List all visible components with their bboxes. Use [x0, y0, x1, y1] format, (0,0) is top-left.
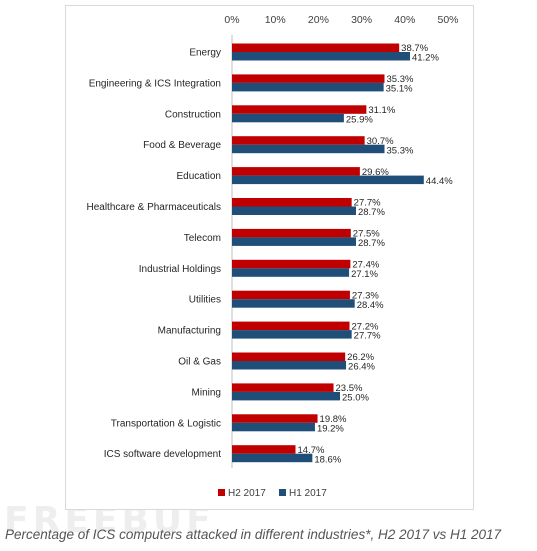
- data-label: 38.7%: [401, 43, 428, 54]
- category-labels: Energy Engineering & ICS Integration Const…: [86, 48, 221, 461]
- data-label: 29.6%: [362, 167, 389, 178]
- bar-h2-2017: [232, 445, 296, 454]
- bar-h2-2017: [232, 105, 367, 114]
- data-label: 27.5%: [353, 229, 380, 240]
- category-label: Transportation & Logistic: [111, 418, 221, 429]
- bar-h1-2017: [232, 144, 385, 154]
- bar-h2-2017: [232, 228, 351, 238]
- data-label: 26.4%: [348, 362, 375, 373]
- category-label: Energy: [189, 48, 221, 59]
- bar-h2-2017: [232, 352, 346, 361]
- x-tick-label: 0%: [224, 14, 239, 26]
- data-label: 27.7%: [354, 331, 381, 342]
- bar-h1-2017: [232, 330, 352, 339]
- data-label: 19.2%: [317, 423, 344, 434]
- bar-h2-2017: [232, 136, 365, 145]
- bar-h2-2017: [232, 74, 385, 83]
- data-label: 27.3%: [352, 290, 379, 301]
- data-label: 35.1%: [386, 84, 413, 95]
- data-label: 25.0%: [342, 393, 369, 404]
- data-label: 27.1%: [351, 269, 378, 280]
- bar-h2-2017: [232, 383, 334, 392]
- bar-h1-2017: [232, 237, 356, 246]
- legend-swatch: [218, 489, 225, 496]
- category-label: Manufacturing: [158, 326, 221, 337]
- category-label: Food & Beverage: [143, 140, 221, 151]
- bar-h1-2017: [232, 422, 315, 432]
- category-label: Mining: [192, 387, 221, 398]
- data-labels: 38.7%41.2%35.3%35.1%31.1%25.9%30.7%35.3%…: [298, 43, 454, 465]
- category-label: Construction: [165, 109, 221, 120]
- bar-h1-2017: [232, 82, 384, 92]
- category-label: Telecom: [184, 233, 221, 244]
- data-label: 19.8%: [320, 414, 347, 425]
- bar-h1-2017: [232, 268, 350, 277]
- x-tick-label: 30%: [351, 14, 372, 26]
- category-label: Healthcare & Pharmaceuticals: [86, 202, 221, 213]
- data-label: 28.7%: [358, 207, 385, 218]
- x-tick-label: 20%: [308, 14, 329, 26]
- bar-h1-2017: [232, 52, 410, 61]
- bar-h1-2017: [232, 113, 344, 123]
- x-tick-label: 40%: [394, 14, 415, 26]
- bar-h1-2017: [232, 453, 313, 463]
- chart-caption: Percentage of ICS computers attacked in …: [5, 527, 502, 542]
- bar-h2-2017: [232, 259, 351, 269]
- bar-h2-2017: [232, 414, 318, 423]
- legend: H2 2017 H1 2017: [218, 488, 327, 499]
- bar-h2-2017: [232, 43, 400, 52]
- legend-swatch: [279, 489, 286, 496]
- bar-h2-2017: [232, 290, 350, 300]
- data-label: 27.4%: [352, 260, 379, 271]
- category-label: Oil & Gas: [178, 357, 221, 368]
- bar-h1-2017: [232, 206, 356, 215]
- data-label: 28.4%: [357, 300, 384, 311]
- legend-label: H2 2017: [228, 488, 266, 499]
- bar-h1-2017: [232, 361, 347, 370]
- data-label: 35.3%: [386, 74, 413, 85]
- data-label: 27.2%: [352, 321, 379, 332]
- category-label: Engineering & ICS Integration: [89, 78, 221, 89]
- category-label: ICS software development: [104, 449, 222, 460]
- x-tick-label: 10%: [265, 14, 286, 26]
- bar-h2-2017: [232, 167, 360, 176]
- data-label: 27.7%: [354, 198, 381, 209]
- data-label: 18.6%: [314, 454, 341, 465]
- data-label: 26.2%: [347, 352, 374, 363]
- bar-h1-2017: [232, 299, 355, 308]
- data-label: 35.3%: [386, 145, 413, 156]
- data-label: 30.7%: [367, 136, 394, 147]
- data-label: 14.7%: [298, 445, 325, 456]
- bar-h2-2017: [232, 321, 350, 331]
- bars: [231, 35, 424, 468]
- data-label: 44.4%: [426, 176, 453, 187]
- x-tick-label: 50%: [437, 14, 458, 26]
- data-label: 41.2%: [412, 53, 439, 64]
- category-label: Utilities: [189, 295, 221, 306]
- data-label: 25.9%: [346, 114, 373, 125]
- bar-h2-2017: [232, 198, 352, 207]
- data-label: 31.1%: [368, 105, 395, 116]
- bar-h1-2017: [232, 175, 424, 185]
- data-label: 23.5%: [336, 383, 363, 394]
- category-label: Education: [177, 171, 221, 182]
- data-label: 28.7%: [358, 238, 385, 249]
- x-axis: 0% 10% 20% 30% 40% 50%: [224, 14, 458, 26]
- legend-label: H1 2017: [289, 488, 327, 499]
- category-label: Industrial Holdings: [139, 264, 221, 275]
- bar-h1-2017: [232, 391, 340, 401]
